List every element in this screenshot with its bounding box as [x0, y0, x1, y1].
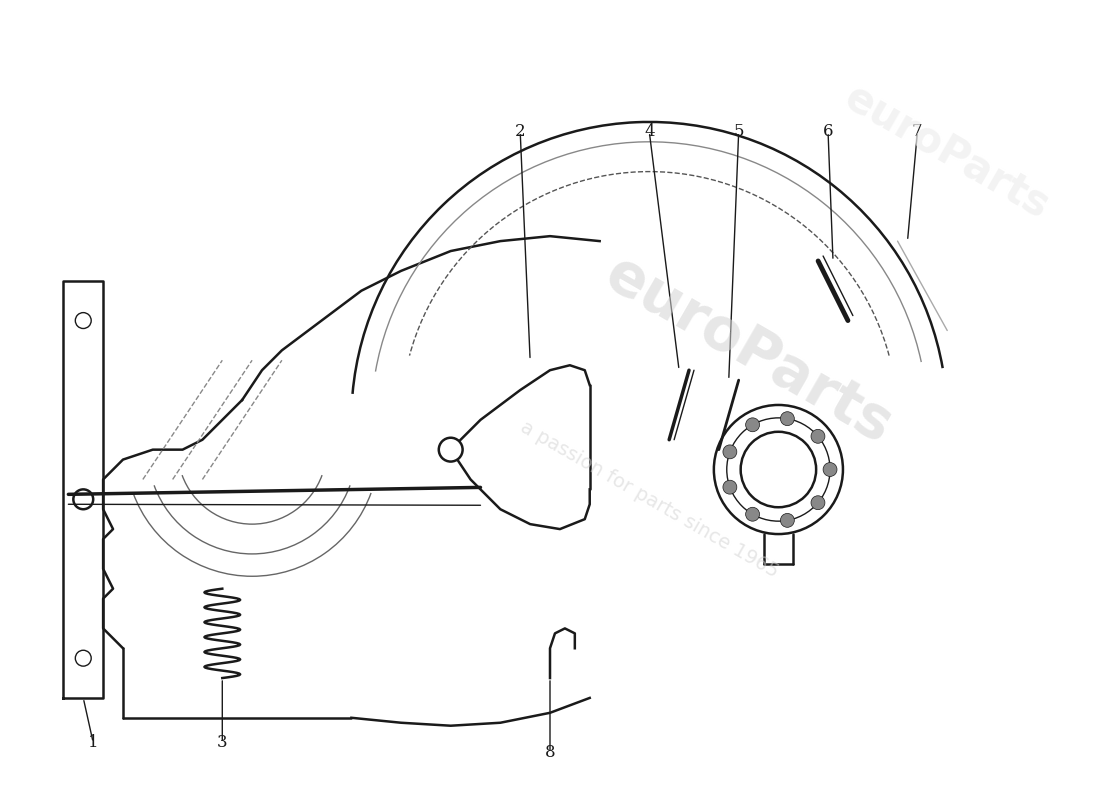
Circle shape — [746, 418, 759, 432]
Circle shape — [723, 480, 737, 494]
Circle shape — [780, 412, 794, 426]
Text: 8: 8 — [544, 744, 556, 761]
Circle shape — [723, 445, 737, 459]
Circle shape — [811, 496, 825, 510]
Circle shape — [823, 462, 837, 477]
Text: 3: 3 — [217, 734, 228, 751]
Text: 7: 7 — [912, 123, 923, 140]
Text: 4: 4 — [644, 123, 654, 140]
Text: 1: 1 — [88, 734, 99, 751]
Text: a passion for parts since 1965: a passion for parts since 1965 — [517, 418, 782, 582]
Text: euroParts: euroParts — [595, 245, 902, 455]
Circle shape — [439, 438, 463, 462]
Circle shape — [811, 430, 825, 443]
Text: 5: 5 — [734, 123, 744, 140]
Circle shape — [780, 514, 794, 527]
Text: 2: 2 — [515, 123, 526, 140]
Text: euroParts: euroParts — [837, 76, 1057, 227]
Text: 6: 6 — [823, 123, 834, 140]
Circle shape — [746, 507, 759, 521]
